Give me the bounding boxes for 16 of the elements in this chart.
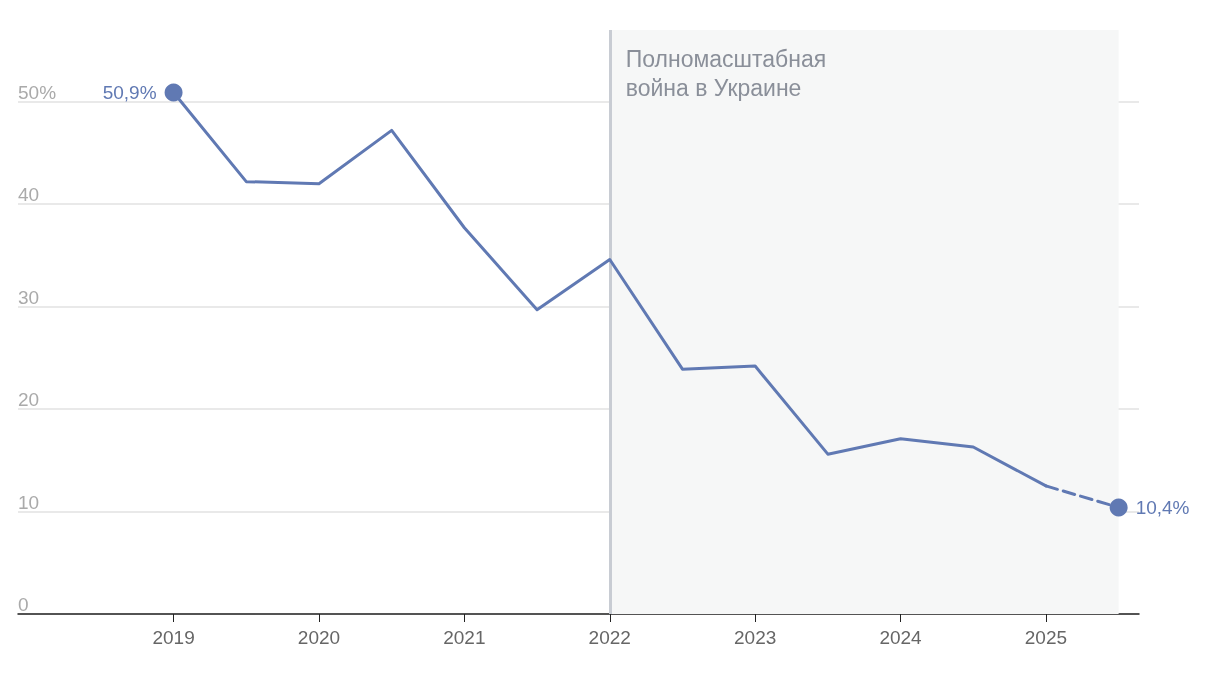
y-tick-label: 0 — [18, 594, 29, 615]
y-tick-label: 50% — [18, 81, 57, 103]
data-label: 50,9% — [102, 82, 157, 103]
x-tick-label: 2025 — [1024, 627, 1068, 648]
x-tick-label: 2020 — [297, 627, 341, 648]
x-tick-label: 2021 — [443, 627, 486, 648]
data-label: 10,4% — [1135, 496, 1190, 518]
ref-line-label: Полномасштабная война в Украине — [625, 45, 827, 101]
x-tick-label: 2024 — [879, 627, 923, 648]
y-tick-label: 40 — [18, 184, 40, 206]
x-tick-label: 2019 — [152, 627, 195, 648]
x-tick-label: 2023 — [734, 627, 777, 648]
x-tick-label: 2022 — [588, 627, 631, 648]
y-tick-label: 20 — [18, 389, 40, 411]
y-tick-label: 30 — [18, 286, 40, 308]
y-tick-label: 10 — [18, 491, 40, 513]
